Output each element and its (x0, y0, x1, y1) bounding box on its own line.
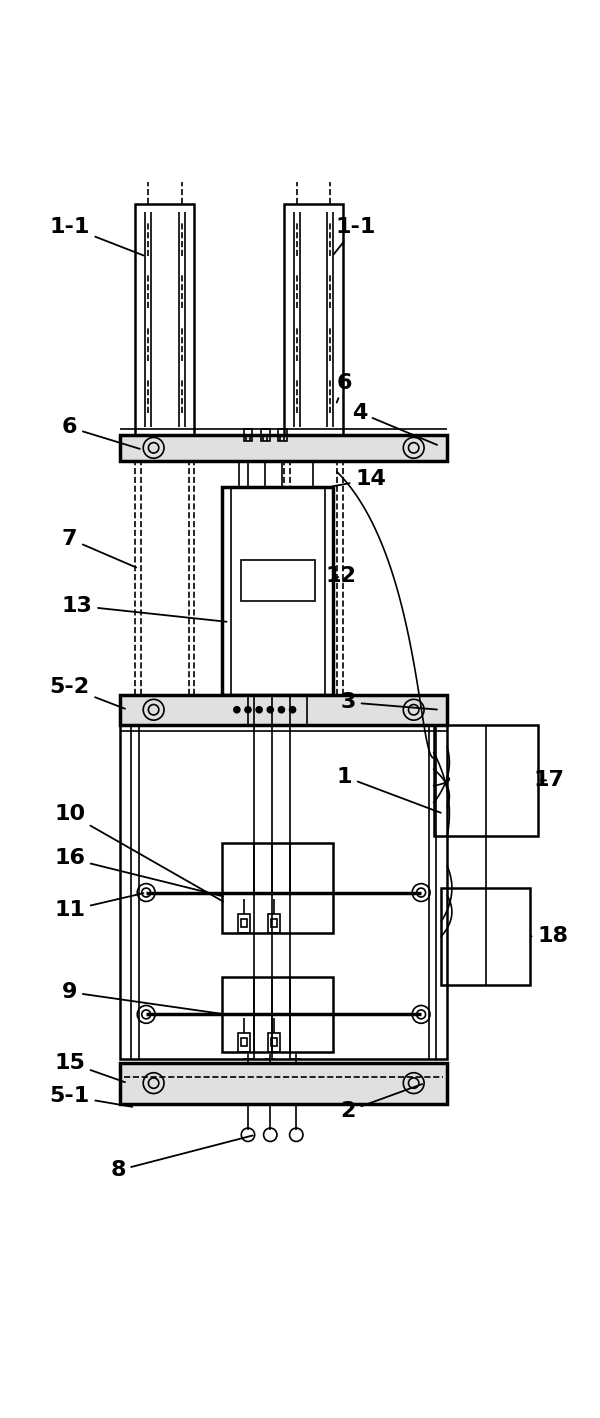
Circle shape (234, 706, 240, 713)
Bar (241, 919, 247, 927)
Text: 8: 8 (110, 1136, 253, 1180)
Bar (244, 428, 253, 441)
Bar (271, 1038, 277, 1045)
Text: 1: 1 (337, 767, 441, 813)
Text: 7: 7 (62, 529, 136, 567)
Text: 14: 14 (332, 469, 386, 489)
Bar (238, 915, 250, 933)
Bar (241, 1038, 247, 1045)
Text: 13: 13 (62, 596, 227, 621)
Text: 1-1: 1-1 (334, 217, 376, 254)
Bar (441, 888, 530, 984)
Text: 18: 18 (530, 926, 568, 946)
Bar (278, 428, 287, 441)
Bar (238, 1032, 250, 1052)
Bar (135, 204, 194, 435)
Text: 12: 12 (325, 566, 356, 586)
Text: 3: 3 (341, 692, 437, 712)
Text: 6: 6 (62, 417, 140, 450)
Bar (239, 461, 313, 486)
Circle shape (268, 706, 273, 713)
Bar (120, 1062, 447, 1103)
Bar (120, 435, 447, 461)
Bar (271, 919, 277, 927)
Circle shape (278, 706, 284, 713)
Bar (222, 977, 334, 1052)
Text: 10: 10 (54, 804, 223, 902)
Circle shape (290, 706, 296, 713)
Text: 5-2: 5-2 (50, 678, 125, 709)
Bar (268, 1032, 280, 1052)
Bar (260, 428, 269, 441)
Bar (241, 560, 315, 601)
Text: 16: 16 (54, 848, 223, 896)
Circle shape (256, 706, 262, 713)
Text: 6: 6 (337, 373, 352, 403)
Text: 17: 17 (533, 770, 565, 790)
Bar (120, 725, 447, 1059)
Bar (222, 844, 334, 933)
Bar (222, 486, 334, 695)
Text: 5-1: 5-1 (50, 1086, 133, 1107)
Text: 11: 11 (54, 893, 143, 920)
Circle shape (245, 706, 251, 713)
Bar (434, 725, 538, 837)
Text: 4: 4 (352, 403, 437, 445)
Text: 1-1: 1-1 (49, 217, 143, 255)
Bar (284, 204, 343, 435)
Bar (268, 915, 280, 933)
Text: 15: 15 (54, 1052, 125, 1082)
Text: 9: 9 (62, 983, 223, 1014)
Text: 2: 2 (341, 1085, 422, 1122)
Bar (120, 695, 447, 725)
